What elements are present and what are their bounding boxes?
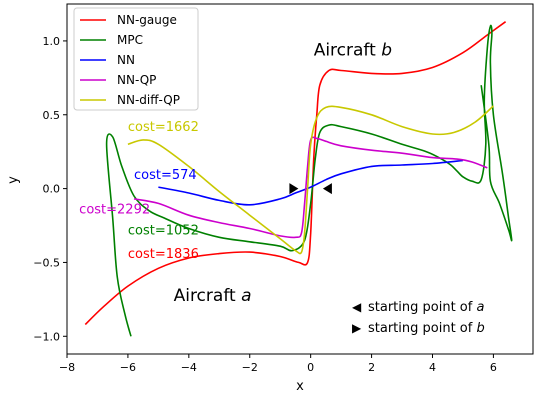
y-tick-label: 0.0 [43, 183, 61, 196]
cost-annotation: cost=1836 [128, 247, 199, 262]
y-axis-label: y [6, 176, 21, 184]
x-tick-label: 6 [490, 361, 497, 374]
start-marker-starting-point-of-b [289, 183, 299, 195]
legend-entry-nn-gauge: NN-gauge [80, 13, 177, 27]
x-tick-label: −8 [59, 361, 75, 374]
y-tick-label: 1.0 [43, 35, 61, 48]
legend-label: MPC [117, 33, 143, 47]
cost-annotation: cost=1662 [128, 120, 199, 135]
legend-label: NN-QP [117, 73, 156, 87]
marker-legend-text-main: starting point of [368, 300, 476, 315]
legend-label: NN-diff-QP [117, 93, 180, 107]
legend-entry-nn-diff-qp: NN-diff-QP [80, 93, 180, 107]
x-tick-label: −4 [181, 361, 197, 374]
plot-frame [66, 3, 534, 355]
x-tick-label: −6 [120, 361, 136, 374]
x-tick-label: 2 [368, 361, 375, 374]
x-tick-label: 4 [429, 361, 436, 374]
legend: NN-gauge MPC NN NN-QP NN-diff-QP [73, 7, 199, 111]
ticks-layer: −8 −6 −4 −2 0 2 4 6 −1.0 −0.5 0.0 0.5 1.0 [33, 35, 497, 374]
legend-entry-mpc: MPC [80, 33, 143, 47]
aircraft-label-prefix: Aircraft [314, 41, 381, 61]
start-marker-starting-point-of-a [322, 183, 332, 195]
legend-entries: NN-gauge MPC NN NN-QP NN-diff-QP [80, 13, 180, 107]
marker-legend-text-italic: b [476, 321, 484, 336]
marker-legend-entry: ▶ starting point of b [352, 321, 485, 336]
aircraft-label: Aircraft a [174, 286, 252, 306]
legend-entry-nn: NN [80, 53, 135, 67]
series-line-nn [158, 159, 463, 206]
legend-box [73, 7, 199, 111]
marker-legend-symbol: ◀ [352, 300, 362, 314]
series-layer [84, 21, 513, 337]
aircraft-label: Aircraft b [314, 41, 392, 61]
cost-annotation: cost=1052 [128, 223, 199, 238]
legend-entry-nn-qp: NN-QP [80, 73, 156, 87]
series-line-nn-qp [133, 136, 488, 239]
y-tick-label: −0.5 [33, 256, 60, 269]
aircraft-label-prefix: Aircraft [174, 286, 241, 306]
marker-legend-text: starting point of a [368, 300, 484, 315]
aircraft-label-italic: b [381, 41, 392, 61]
annotation-layer: cost=1662 cost=574 cost=2292 cost=1052 cost=… [79, 41, 392, 306]
cost-annotation: cost=574 [134, 168, 197, 183]
marker-legend-text: starting point of b [368, 321, 485, 336]
y-tick-label: −1.0 [33, 330, 60, 343]
marker-legend: ◀ starting point of a ▶ starting point o… [352, 300, 485, 336]
cost-annotation: cost=2292 [79, 203, 150, 218]
x-axis-label: x [296, 379, 304, 394]
marker-legend-entry: ◀ starting point of a [352, 300, 484, 315]
x-tick-label: 0 [307, 361, 314, 374]
series-line-nn-diff-qp [127, 105, 494, 255]
aircraft-label-italic: a [241, 286, 251, 306]
x-tick-label: −2 [242, 361, 258, 374]
marker-legend-text-main: starting point of [368, 321, 476, 336]
marker-legend-symbol: ▶ [352, 321, 362, 335]
marker-legend-text-italic: a [476, 300, 484, 315]
y-tick-label: 0.5 [43, 109, 61, 122]
legend-label: NN-gauge [117, 13, 177, 27]
legend-label: NN [117, 53, 135, 67]
marker-layer [289, 183, 332, 195]
